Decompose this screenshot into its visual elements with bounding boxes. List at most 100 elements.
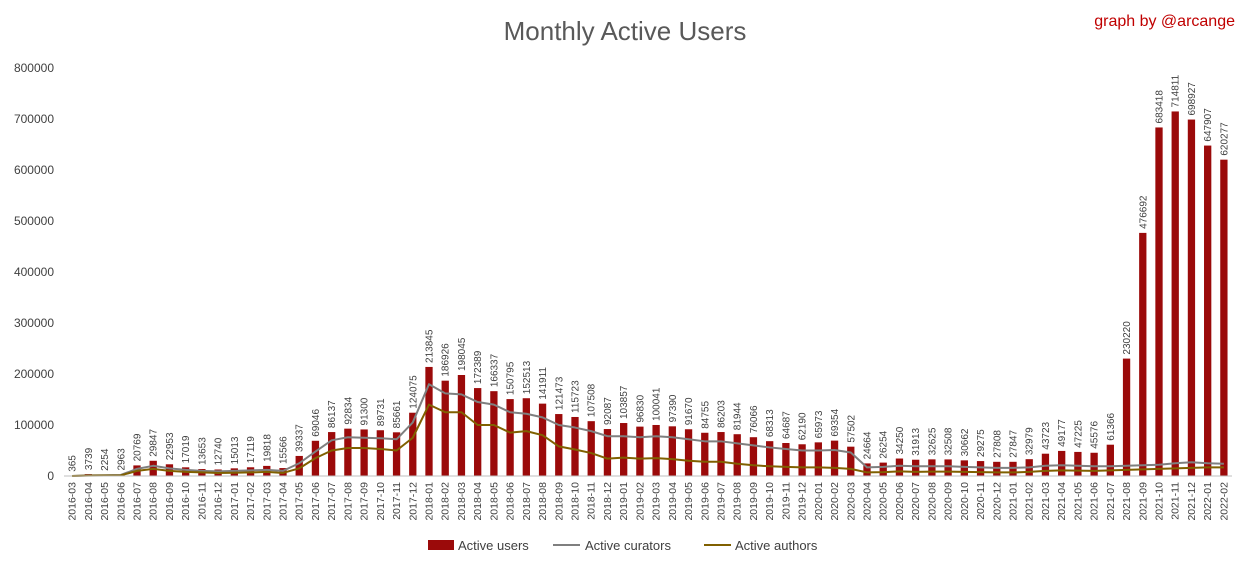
x-tick-label: 2021-06 xyxy=(1089,482,1101,521)
x-tick-label: 2019-06 xyxy=(699,482,711,521)
x-tick-label: 2019-12 xyxy=(797,482,809,521)
bar xyxy=(1204,145,1212,476)
x-tick-label: 2018-02 xyxy=(440,482,452,521)
x-tick-label: 2016-03 xyxy=(67,482,79,521)
data-label: 683418 xyxy=(1155,90,1166,124)
data-label: 49177 xyxy=(1057,419,1068,447)
data-label: 2254 xyxy=(100,448,111,471)
bar xyxy=(895,458,904,476)
x-tick-label: 2017-11 xyxy=(391,482,403,520)
data-label: 20769 xyxy=(133,433,144,461)
legend-label-users: Active users xyxy=(458,538,529,553)
x-axis: 2016-03 2016-04 2016-05 2016-06 2016-07 2016-… xyxy=(64,475,1232,521)
data-label: 34250 xyxy=(895,426,906,454)
bar xyxy=(474,388,482,476)
data-label: 115723 xyxy=(571,380,582,413)
x-tick-label: 2016-11 xyxy=(196,482,208,520)
x-tick-label: 2016-12 xyxy=(213,482,225,521)
x-tick-label: 2016-04 xyxy=(83,482,95,521)
x-tick-label: 2019-07 xyxy=(716,482,728,521)
bar xyxy=(571,416,579,476)
data-label: 22953 xyxy=(165,432,176,460)
legend-label-curators: Active curators xyxy=(585,538,671,553)
y-tick-label: 100000 xyxy=(14,418,54,432)
data-label: 32979 xyxy=(1025,427,1036,455)
x-tick-label: 2020-03 xyxy=(845,482,857,521)
x-tick-label: 2018-03 xyxy=(456,482,468,521)
data-label: 47225 xyxy=(1073,420,1084,448)
data-label: 213845 xyxy=(425,329,436,363)
x-tick-label: 2018-08 xyxy=(537,482,549,521)
x-tick-label: 2018-09 xyxy=(553,482,565,521)
data-label: 86137 xyxy=(327,400,338,428)
bar xyxy=(392,432,401,476)
data-label: 91300 xyxy=(360,397,371,425)
x-tick-label: 2021-05 xyxy=(1072,482,1084,521)
data-label: 19818 xyxy=(262,434,273,462)
bar xyxy=(555,414,563,476)
data-label: 620277 xyxy=(1219,122,1230,156)
bar xyxy=(441,380,449,476)
y-tick-label: 0 xyxy=(47,469,54,483)
data-label: 103857 xyxy=(619,385,630,419)
x-tick-label: 2022-01 xyxy=(1202,482,1214,521)
x-tick-label: 2021-03 xyxy=(1040,482,1052,521)
data-label: 91670 xyxy=(684,397,695,425)
data-label: 30662 xyxy=(960,428,971,456)
chart-credit: graph by @arcange xyxy=(1094,13,1235,30)
data-label: 89731 xyxy=(376,398,387,426)
x-tick-label: 2019-08 xyxy=(732,482,744,521)
bar xyxy=(717,432,725,476)
x-tick-label: 2021-11 xyxy=(1170,482,1182,520)
curators-line xyxy=(72,383,1224,477)
data-label: 107508 xyxy=(587,383,598,417)
authors-line xyxy=(72,403,1224,477)
data-label: 2963 xyxy=(116,448,127,471)
bar xyxy=(814,442,822,476)
bar xyxy=(912,459,920,476)
data-label: 85661 xyxy=(392,400,403,428)
bar xyxy=(636,426,644,476)
legend: Active users Active curators Active author… xyxy=(428,538,818,553)
y-tick-label: 600000 xyxy=(14,163,54,177)
y-tick-label: 800000 xyxy=(14,61,54,75)
data-label: 3739 xyxy=(84,447,95,470)
data-label: 714811 xyxy=(1171,74,1182,107)
x-tick-label: 2017-09 xyxy=(359,482,371,521)
data-label: 15013 xyxy=(230,436,241,464)
x-tick-label: 2020-05 xyxy=(878,482,890,521)
bar xyxy=(1090,452,1098,476)
x-tick-label: 2018-10 xyxy=(570,482,582,521)
data-label: 92834 xyxy=(343,396,354,424)
y-axis: 0 100000 200000 300000 400000 500000 600000 700… xyxy=(14,61,54,483)
data-label: 97390 xyxy=(668,394,679,422)
bar xyxy=(1139,232,1147,476)
x-tick-label: 2020-11 xyxy=(975,482,987,520)
data-label: 68313 xyxy=(765,409,776,437)
data-label: 27847 xyxy=(1009,430,1020,458)
data-labels: 365 3739 2254 2963 20769 29847 22953 17019 13653… xyxy=(68,74,1231,471)
x-tick-label: 2017-02 xyxy=(245,482,257,521)
bar xyxy=(733,434,741,476)
x-tick-label: 2017-10 xyxy=(375,482,387,521)
x-tick-label: 2016-08 xyxy=(148,482,160,521)
x-tick-label: 2016-06 xyxy=(115,482,127,521)
data-label: 43723 xyxy=(1041,421,1052,449)
data-label: 12740 xyxy=(214,437,225,465)
data-label: 84755 xyxy=(700,401,711,429)
bar xyxy=(701,432,709,476)
bar xyxy=(587,421,595,476)
bar xyxy=(1155,127,1163,477)
x-tick-label: 2021-02 xyxy=(1024,482,1036,521)
bar xyxy=(928,459,936,476)
data-label: 166337 xyxy=(489,353,500,387)
data-label: 29847 xyxy=(149,429,160,457)
x-tick-label: 2017-12 xyxy=(407,482,419,521)
x-tick-label: 2020-01 xyxy=(813,482,825,521)
bar xyxy=(522,398,530,476)
data-label: 24664 xyxy=(863,431,874,459)
bar xyxy=(1074,451,1082,476)
x-tick-label: 2020-04 xyxy=(862,482,874,521)
x-tick-label: 2018-06 xyxy=(505,482,517,521)
